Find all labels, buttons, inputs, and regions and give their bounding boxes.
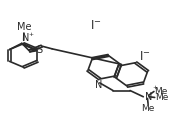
Text: I$^{-}$: I$^{-}$ — [139, 50, 151, 63]
Text: $^+$: $^+$ — [151, 85, 158, 94]
Text: N: N — [22, 33, 30, 43]
Text: N: N — [95, 80, 102, 90]
Text: S: S — [37, 45, 43, 55]
Text: Me: Me — [17, 22, 31, 32]
Text: Me: Me — [155, 93, 168, 102]
Text: $^+$: $^+$ — [27, 32, 34, 41]
Text: I$^{-}$: I$^{-}$ — [90, 19, 101, 32]
Text: Me: Me — [141, 104, 155, 113]
Text: N: N — [145, 92, 153, 102]
Text: Me: Me — [154, 87, 168, 96]
